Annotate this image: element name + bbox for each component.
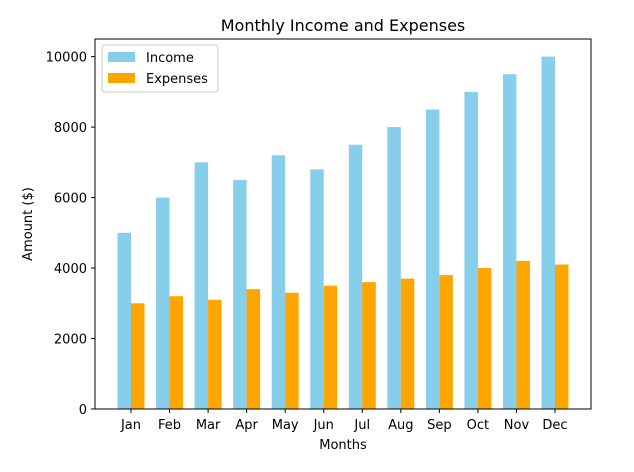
bar-income-apr <box>233 179 247 409</box>
y-axis-label: Amount ($) <box>21 187 36 261</box>
bar-expenses-feb <box>169 296 184 409</box>
bar-income-jul <box>348 144 363 409</box>
x-tick-label-may: May <box>272 418 299 433</box>
y-tick-label-8000: 8000 <box>54 121 87 136</box>
bar-expenses-may <box>285 292 299 409</box>
bar-income-may <box>271 155 286 409</box>
legend: Income Expenses <box>101 44 219 93</box>
bar-income-oct <box>464 91 478 409</box>
x-tick-label-sep: Sep <box>427 418 452 433</box>
x-axis-label: Months <box>319 438 367 453</box>
bars-layer <box>117 56 569 409</box>
y-tick-label-10000: 10000 <box>46 51 87 66</box>
bar-income-jun <box>310 169 324 409</box>
bar-expenses-sep <box>439 275 453 409</box>
bar-income-nov <box>502 74 517 409</box>
x-tick-label-feb: Feb <box>158 418 181 433</box>
bar-expenses-jul <box>362 282 376 409</box>
x-tick-label-nov: Nov <box>504 418 530 433</box>
y-tick-label-6000: 6000 <box>54 192 87 207</box>
x-tick-label-jan: Jan <box>120 418 141 433</box>
x-axis: Jan Feb Mar Apr May Jun Jul Aug Sep Oct Nov Dec <box>120 409 568 433</box>
bar-expenses-apr <box>246 289 261 409</box>
bar-expenses-oct <box>477 268 492 409</box>
bar-income-feb <box>156 197 170 409</box>
bar-income-dec <box>541 56 555 409</box>
x-tick-label-mar: Mar <box>196 418 221 433</box>
legend-swatch-income <box>108 52 135 62</box>
bar-expenses-jan <box>131 303 145 409</box>
legend-label-expenses: Expenses <box>146 72 208 87</box>
x-tick-label-jul: Jul <box>353 418 370 433</box>
bar-expenses-aug <box>400 278 415 409</box>
bar-expenses-nov <box>516 261 530 409</box>
bar-expenses-jun <box>323 285 338 409</box>
y-axis: 0 2000 4000 6000 8000 10000 <box>46 51 95 418</box>
bar-income-jan <box>117 232 131 409</box>
x-tick-label-apr: Apr <box>235 418 258 433</box>
bar-expenses-dec <box>555 264 569 409</box>
y-tick-label-2000: 2000 <box>54 333 87 348</box>
legend-swatch-expenses <box>108 73 135 83</box>
bar-income-aug <box>387 127 401 409</box>
x-tick-label-aug: Aug <box>388 418 413 433</box>
x-tick-label-oct: Oct <box>467 418 489 433</box>
chart-title: Monthly Income and Expenses <box>221 16 466 35</box>
y-tick-label-0: 0 <box>79 403 87 418</box>
bar-income-mar <box>194 162 209 409</box>
plot-frame <box>94 38 592 410</box>
x-tick-label-jun: Jun <box>313 418 334 433</box>
x-tick-label-dec: Dec <box>542 418 567 433</box>
legend-label-income: Income <box>146 51 194 66</box>
bar-income-sep <box>425 109 440 409</box>
y-tick-label-4000: 4000 <box>54 262 87 277</box>
bar-expenses-mar <box>208 299 222 409</box>
